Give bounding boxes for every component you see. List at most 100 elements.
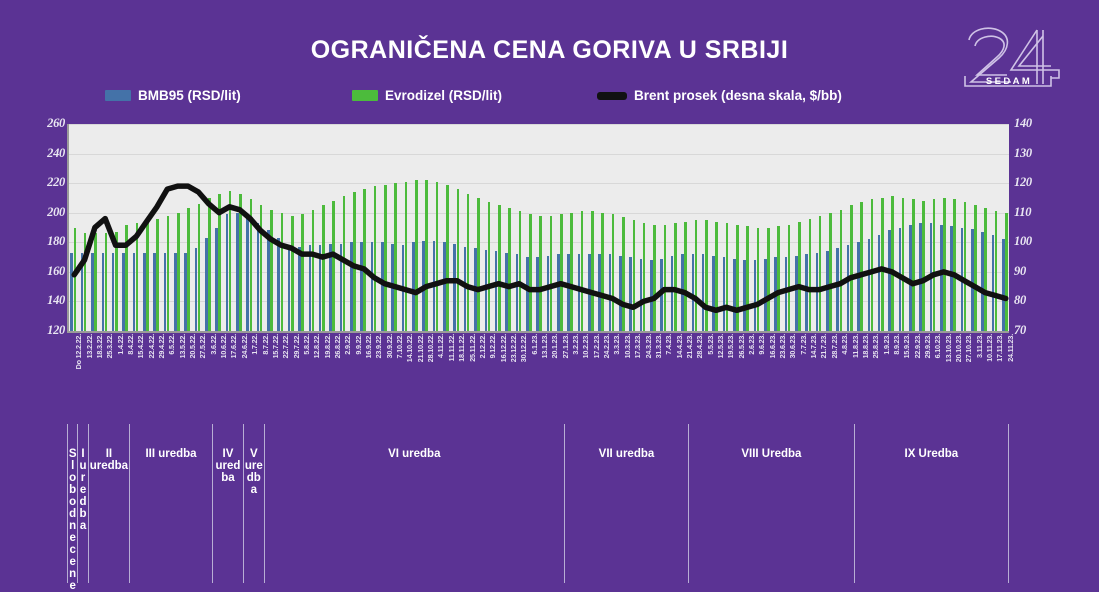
group-band: VIII Uredba (688, 424, 854, 564)
bar-bmb95 (1002, 239, 1005, 331)
x-tick-label: 15.4.22. (136, 334, 146, 359)
bar-bmb95 (463, 246, 467, 331)
x-tick-label: 3.2.23. (571, 334, 581, 355)
bar-pair (111, 124, 122, 331)
bar-evrodizel (673, 223, 677, 331)
bar-evrodizel (321, 205, 325, 331)
x-tick-label: 16.6.23. (767, 334, 777, 359)
brent-line-series (71, 183, 1009, 314)
x-tick-label: 1.9.23. (881, 334, 891, 355)
bar-bmb95 (515, 254, 519, 331)
bar-pair (764, 124, 774, 331)
x-tick-label: 9.6.23. (757, 334, 767, 355)
bar-evrodizel (497, 205, 501, 331)
x-tick-label: 14.10.22. (405, 334, 415, 363)
x-tick-label: 24.2.23. (602, 334, 612, 359)
bar-pair (991, 124, 1002, 331)
x-tick-label: 28.10.22. (426, 334, 436, 363)
y-right-tick-label: 90 (1014, 263, 1026, 278)
bar-pair (101, 124, 112, 331)
bar-evrodizel (446, 184, 449, 331)
bar-evrodizel (146, 220, 149, 331)
x-tick-label: 13.1.23. (540, 334, 549, 359)
bar-evrodizel (912, 199, 915, 331)
bar-pair (919, 124, 929, 331)
y-right-tick-label: 80 (1014, 293, 1026, 308)
group-band-label: IX Uredba (904, 448, 959, 460)
x-tick-label: 8.4.22. (125, 334, 135, 355)
bar-pair (525, 124, 536, 331)
bar-bmb95 (370, 242, 374, 331)
x-tick-label: 8.7.22. (260, 334, 270, 355)
legend-label: BMB95 (RSD/lit) (138, 88, 241, 103)
group-tick (87, 560, 89, 583)
bar-bmb95 (215, 227, 218, 331)
bar-bmb95 (246, 214, 250, 331)
bar-pair (1002, 124, 1012, 331)
group-tick (77, 560, 79, 583)
group-tick (263, 560, 265, 583)
bar-bmb95 (743, 260, 746, 331)
x-tick-label: 17.11.23. (995, 334, 1005, 362)
x-tick-label: 22.7.22. (281, 334, 291, 359)
x-tick-label: 13.5.22. (177, 334, 187, 359)
x-tick-label: 1.4.22. (115, 334, 125, 355)
bar-bmb95 (846, 245, 850, 331)
x-tick-label: 20.10.23. (954, 334, 964, 363)
x-tick-label: 31.3.23. (653, 334, 663, 359)
x-tick-label: 10.6.22. (219, 334, 229, 359)
bar-pair (318, 124, 329, 331)
bar-pair (691, 124, 702, 331)
group-tick (67, 560, 68, 583)
bar-evrodizel (1005, 212, 1008, 331)
bar-pair (453, 124, 463, 331)
bar-evrodizel (228, 190, 232, 331)
bar-bmb95 (619, 255, 622, 331)
gridline (69, 212, 1009, 214)
legend-swatch-icon (352, 90, 378, 101)
bar-evrodizel (384, 184, 387, 331)
bar-pair (153, 124, 163, 331)
y-right-tick-label: 130 (1014, 145, 1032, 160)
bar-pair (215, 124, 225, 331)
bar-pair (950, 124, 960, 331)
plot-area (67, 124, 1009, 331)
bar-evrodizel (684, 221, 687, 331)
bar-pair (639, 124, 650, 331)
bar-evrodizel (539, 215, 542, 331)
bar-evrodizel (73, 227, 77, 331)
legend-item-0[interactable]: BMB95 (RSD/lit) (105, 88, 241, 103)
bar-bmb95 (277, 237, 281, 331)
group-band-label: IV uredba (215, 448, 241, 484)
group-band: V uredba (242, 424, 264, 564)
x-tick-label: 16.9.22. (364, 334, 374, 359)
bar-bmb95 (443, 242, 446, 331)
bar-bmb95 (225, 214, 229, 331)
bar-pair (888, 124, 898, 331)
bar-evrodizel (353, 192, 356, 331)
x-tick-label: 26.8.22. (332, 334, 342, 359)
bar-bmb95 (608, 254, 612, 331)
x-tick-label: 6.10.23. (933, 334, 943, 359)
bar-pair (836, 124, 846, 331)
bar-bmb95 (795, 255, 798, 331)
bar-bmb95 (525, 257, 529, 331)
x-tick-label: 6.5.22. (167, 334, 177, 355)
bar-bmb95 (349, 242, 353, 331)
bar-pair (826, 124, 836, 331)
legend-item-2[interactable]: Brent prosek (desna skala, $/bb) (597, 88, 842, 103)
bar-pair (701, 124, 712, 331)
legend-item-1[interactable]: Evrodizel (RSD/lit) (352, 88, 502, 103)
bar-evrodizel (953, 199, 957, 331)
bar-evrodizel (642, 223, 646, 331)
bar-bmb95 (650, 260, 653, 331)
bar-evrodizel (922, 200, 925, 331)
bar-evrodizel (601, 212, 605, 331)
x-tick-label: 2.9.22. (343, 334, 353, 355)
bar-evrodizel (332, 200, 335, 331)
y-left-tick-label: 160 (47, 263, 65, 278)
bar-bmb95 (567, 254, 570, 331)
y-left-tick-label: 200 (47, 204, 65, 219)
group-tick (129, 560, 131, 583)
